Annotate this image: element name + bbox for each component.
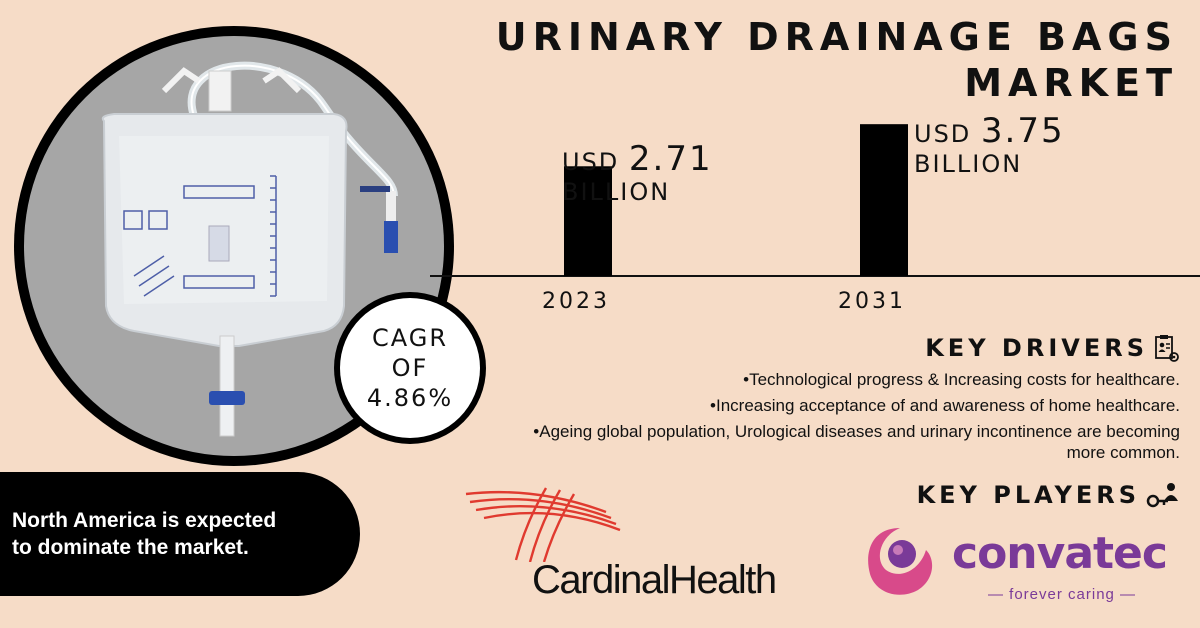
- driver-item: •Increasing acceptance of and awareness …: [710, 396, 1180, 415]
- region-text: North America is expected to dominate th…: [12, 507, 276, 561]
- region-line-1: North America is expected: [12, 509, 277, 532]
- convatec-emblem-icon: [868, 528, 933, 595]
- driver-item: •Ageing global population, Urological di…: [533, 422, 1180, 462]
- driver-item: •Technological progress & Increasing cos…: [743, 370, 1180, 389]
- title-line-2: MARKET: [964, 61, 1178, 105]
- convatec-name: convatec: [952, 528, 1168, 579]
- cagr-badge-inner: CAGR OF 4.86%: [340, 298, 480, 438]
- value-label: USD 2.71: [562, 139, 713, 179]
- cardinal-health-logo: CardinalHealth: [465, 482, 790, 602]
- cagr-label: CAGR: [371, 324, 449, 352]
- key-players-title: KEY PLAYERS: [916, 481, 1140, 509]
- key-drivers-title: KEY DRIVERS: [925, 334, 1148, 362]
- region-callout: North America is expected to dominate th…: [0, 472, 360, 596]
- market-size-chart: 2023 USD 2.71 BILLION 2031 USD 3.75 BILLION: [430, 110, 1200, 330]
- value-label-unit: BILLION: [562, 178, 670, 206]
- cagr-of: OF: [391, 354, 429, 382]
- key-drivers-list: •Technological progress & Increasing cos…: [490, 369, 1180, 468]
- key-players-heading: KEY PLAYERS: [917, 481, 1180, 509]
- convatec-tagline: — forever caring —: [988, 586, 1137, 603]
- product-image: [24, 36, 444, 456]
- convatec-logo: convatec — forever caring —: [860, 522, 1190, 612]
- title-line-1: URINARY DRAINAGE BAGS: [495, 15, 1178, 59]
- value-label-currency: USD: [562, 148, 629, 176]
- cagr-value: 4.86%: [366, 384, 454, 412]
- value-label-amount: 3.75: [981, 111, 1065, 151]
- bar-2023: [564, 166, 612, 276]
- value-label-currency: USD: [914, 120, 981, 148]
- x-tick-label: 2023: [542, 289, 610, 314]
- bar-2031: [860, 124, 908, 276]
- key-person-icon: [1146, 483, 1178, 508]
- cardinal-swoosh-icon: [465, 487, 621, 562]
- page-title: URINARY DRAINAGE BAGS MARKET: [496, 14, 1178, 106]
- cagr-badge: CAGR OF 4.86%: [334, 292, 486, 444]
- region-line-2: to dominate the market.: [12, 536, 249, 559]
- key-drivers-heading: KEY DRIVERS: [925, 334, 1180, 362]
- checklist-icon: [1155, 335, 1179, 362]
- value-label-unit: BILLION: [914, 150, 1022, 178]
- product-image-frame: [14, 26, 454, 466]
- cardinal-health-name: CardinalHealth: [532, 558, 777, 602]
- value-label-amount: 2.71: [629, 139, 713, 179]
- drainage-bag-illustration: [101, 61, 398, 437]
- value-label: USD 3.75: [914, 111, 1065, 151]
- x-tick-label: 2031: [838, 289, 906, 314]
